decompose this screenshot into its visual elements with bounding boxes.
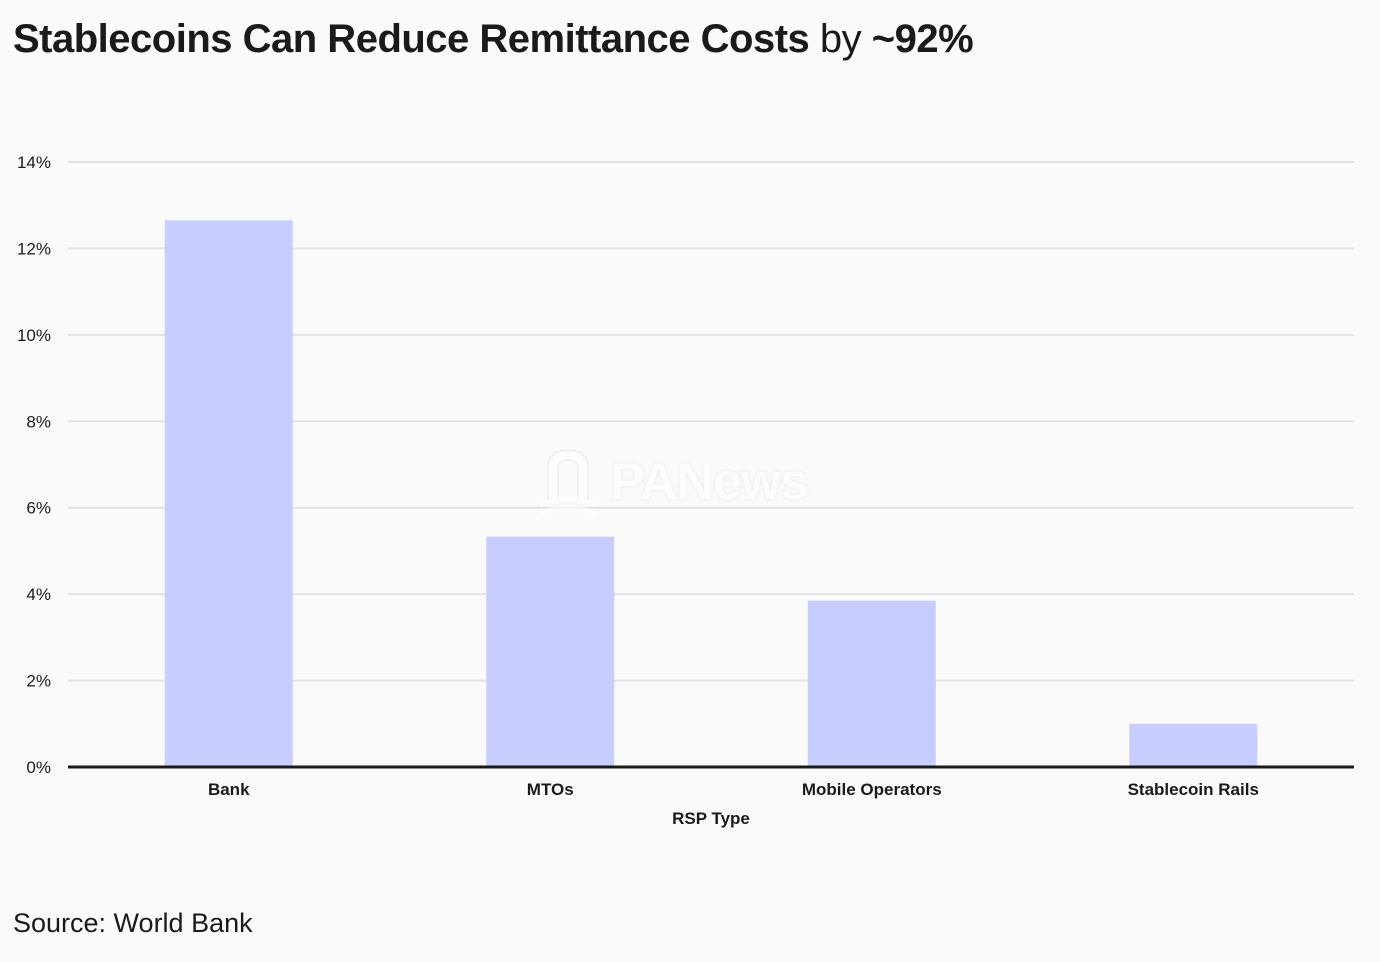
title-highlight: ~92% [871,17,974,61]
y-tick-label: 14% [17,153,51,172]
x-tick-label: MTOs [527,780,574,799]
bar [1129,723,1258,767]
y-tick-label: 10% [17,326,51,345]
title-main: Stablecoins Can Reduce Remittance Costs [13,17,810,61]
bar [807,600,936,767]
x-tick-label: Mobile Operators [802,780,942,799]
source-note: Source: World Bank [13,908,253,938]
y-tick-label: 12% [17,239,51,258]
x-tick-label: Bank [208,780,250,799]
title-connector: by [809,17,872,61]
chart-title: Stablecoins Can Reduce Remittance Costs … [13,14,974,64]
y-tick-label: 8% [26,412,51,431]
bar [486,536,615,767]
y-tick-label: 0% [26,758,51,777]
x-tick-label: Stablecoin Rails [1128,780,1259,799]
x-axis-label: RSP Type [672,809,750,828]
y-tick-label: 6% [26,499,51,518]
bar [164,220,293,767]
y-tick-label: 4% [26,585,51,604]
y-tick-label: 2% [26,672,51,691]
